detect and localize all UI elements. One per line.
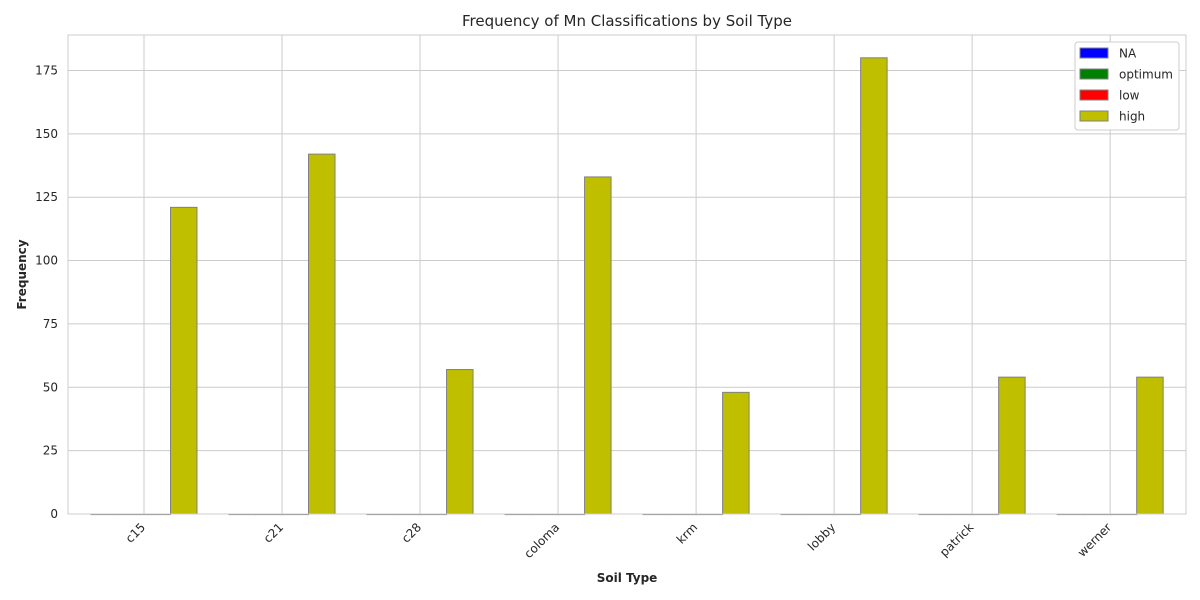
x-tick-label: c28 — [399, 520, 424, 545]
y-tick-label: 0 — [50, 507, 58, 521]
y-tick-label: 100 — [35, 254, 58, 268]
y-tick-label: 50 — [43, 380, 58, 394]
legend-swatch-optimum — [1079, 68, 1109, 80]
y-tick-label: 125 — [35, 190, 58, 204]
y-tick-label: 150 — [35, 127, 58, 141]
bar-high-c15 — [170, 206, 198, 515]
grid — [68, 35, 1186, 515]
bars — [90, 57, 1164, 516]
x-tick-label: lobby — [805, 520, 838, 553]
legend-label-low: low — [1119, 89, 1140, 103]
legend-label-high: high — [1119, 110, 1145, 124]
y-axis-ticks: 0 25 50 75 100 125 150 175 — [35, 63, 58, 521]
y-axis-label: Frequency — [15, 239, 29, 309]
x-tick-label: c15 — [123, 520, 148, 545]
y-tick-label: 75 — [43, 317, 58, 331]
legend-box — [1074, 41, 1180, 131]
chart-title: Frequency of Mn Classifications by Soil … — [462, 12, 792, 30]
x-tick-label: c21 — [261, 520, 286, 545]
bar-high-c21 — [308, 153, 336, 515]
bar-high-lobby — [860, 57, 888, 515]
y-tick-label: 25 — [43, 444, 58, 458]
bar-high-krm — [722, 391, 750, 515]
legend-swatch-high — [1079, 110, 1109, 122]
x-tick-label: krm — [674, 520, 700, 546]
legend-swatch-NA — [1079, 47, 1109, 59]
x-axis-label: Soil Type — [597, 571, 658, 585]
x-tick-label: werner — [1075, 520, 1115, 560]
bar-high-c28 — [446, 369, 474, 515]
legend: NA optimum low high — [1074, 41, 1180, 131]
bar-high-patrick — [998, 376, 1026, 515]
x-axis-ticks: c15 c21 c28 coloma krm lobby patrick werner — [123, 520, 1115, 561]
legend-label-optimum: optimum — [1119, 68, 1173, 82]
x-tick-label: coloma — [521, 520, 562, 561]
bar-high-coloma — [584, 176, 612, 515]
y-tick-label: 175 — [35, 63, 58, 77]
bar-high-werner — [1136, 376, 1164, 515]
plot-frame — [67, 34, 1187, 515]
legend-label-NA: NA — [1119, 47, 1137, 61]
legend-swatch-low — [1079, 89, 1109, 101]
x-tick-label: patrick — [937, 520, 976, 559]
